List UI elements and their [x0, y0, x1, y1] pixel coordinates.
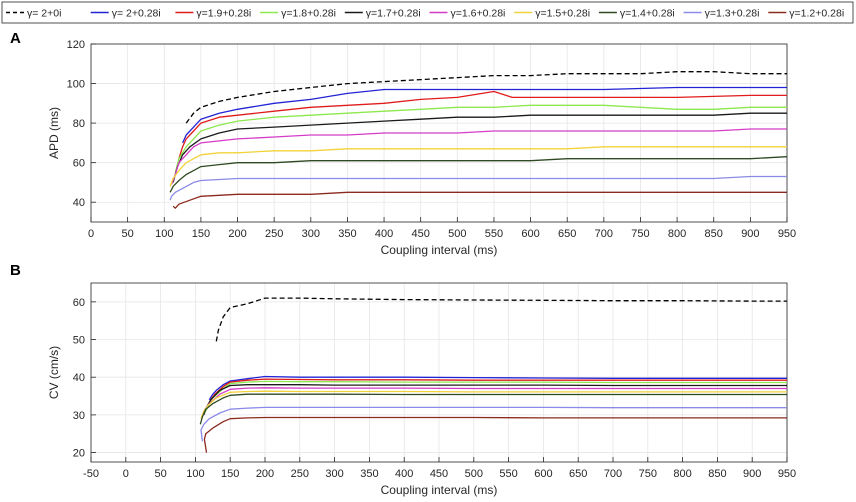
- panel-a-x-tick-label-6: 300: [302, 228, 320, 240]
- legend-label-3: γ=1.8+0.28i: [281, 7, 336, 19]
- panel-b-series-line-4: [203, 384, 787, 416]
- panel-b-x-tick-label-2: 50: [154, 468, 166, 480]
- panel-a-x-tick-label-17: 850: [705, 228, 723, 240]
- panel-a-x-tick-label-1: 50: [122, 228, 134, 240]
- panel-b-x-tick-label-20: 950: [778, 468, 796, 480]
- panel-b-x-tick-label-6: 250: [291, 468, 309, 480]
- panel-b-x-tick-label-17: 800: [673, 468, 691, 480]
- panel-a-x-tick-label-12: 600: [521, 228, 539, 240]
- panel-b-x-tick-label-18: 850: [708, 468, 726, 480]
- panel-a-x-tick-label-19: 950: [778, 228, 796, 240]
- panel-a-series-line-2: [178, 90, 787, 159]
- panel-a-series-line-9: [172, 191, 787, 209]
- legend-box: [1, 1, 854, 24]
- panel-b-x-tick-label-10: 450: [430, 468, 448, 480]
- legend-label-4: γ=1.7+0.28i: [366, 7, 421, 19]
- panel-b-x-tick-label-13: 600: [534, 468, 552, 480]
- panel-b-x-tick-label-9: 400: [395, 468, 413, 480]
- panel-b-series-line-7: [199, 393, 787, 425]
- panel-b-y-tick-label-4: 60: [73, 297, 85, 309]
- legend: γ= 2+0i γ= 2+0.28i γ=1.9+0.28i γ=1.8+0.28i γ…: [1, 1, 854, 24]
- panel-label-a: A: [10, 30, 21, 47]
- panel-a-series-line-3: [174, 104, 787, 173]
- panel-b-x-tick-label-15: 700: [604, 468, 622, 480]
- panel-b-x-tick-label-11: 500: [465, 468, 483, 480]
- panel-a-x-tick-label-13: 650: [558, 228, 576, 240]
- panel-b-y-tick-label-0: 20: [73, 448, 85, 460]
- panel-a-chart: 0 50 100 150 200 250 300 350 400 450 500 550 600 650 7…: [47, 39, 796, 257]
- panel-a-x-tick-label-3: 150: [192, 228, 210, 240]
- panel-a-y-tick-label-0: 40: [73, 197, 85, 209]
- panel-a-x-tick-label-7: 350: [338, 228, 356, 240]
- panel-a-x-tick-label-5: 250: [265, 228, 283, 240]
- panel-a-plot-frame: [90, 43, 788, 223]
- legend-label-2: γ=1.9+0.28i: [196, 7, 251, 19]
- legend-label-5: γ=1.6+0.28i: [451, 7, 506, 19]
- legend-label-8: γ=1.3+0.28i: [705, 7, 760, 19]
- panel-a-x-tick-label-15: 750: [631, 228, 649, 240]
- panel-a-x-tick-label-2: 100: [155, 228, 173, 240]
- panel-b-series-line-8: [200, 406, 787, 442]
- panel-b-x-tick-label-12: 550: [499, 468, 517, 480]
- panel-a-y-tick-label-1: 60: [73, 158, 85, 170]
- panel-a-series-line-1: [182, 86, 787, 144]
- panel-b-x-tick-label-4: 150: [221, 468, 239, 480]
- panel-a-x-tick-label-10: 500: [448, 228, 466, 240]
- panel-b-x-tick-label-8: 350: [360, 468, 378, 480]
- panel-b-y-tick-label-1: 30: [73, 410, 85, 422]
- panel-b-y-tick-label-2: 40: [73, 372, 85, 384]
- legend-label-7: γ=1.4+0.28i: [620, 7, 675, 19]
- panel-b-y-axis-label: CV (cm/s): [47, 346, 61, 399]
- legend-label-9: γ=1.2+0.28i: [789, 7, 844, 19]
- panel-a-y-tick-label-2: 80: [73, 118, 85, 130]
- panel-a-series-line-7: [169, 156, 788, 193]
- panel-a-x-tick-label-16: 800: [668, 228, 686, 240]
- panel-b-series-line-0: [215, 297, 787, 342]
- panel-a-series-line-8: [169, 175, 787, 201]
- panel-b-series-line-6: [200, 390, 787, 419]
- panel-a-x-tick-label-18: 900: [741, 228, 759, 240]
- panel-b-x-tick-label-1: 0: [123, 468, 129, 480]
- panel-a-x-tick-label-4: 200: [228, 228, 246, 240]
- legend-label-0: γ= 2+0i: [27, 7, 61, 19]
- panel-b-x-tick-label-16: 750: [639, 468, 657, 480]
- legend-label-1: γ= 2+0.28i: [112, 7, 161, 19]
- panel-b-series-line-9: [203, 416, 787, 453]
- panel-b-x-tick-label-19: 900: [743, 468, 761, 480]
- panel-a-x-tick-label-8: 400: [375, 228, 393, 240]
- panel-a-x-axis-label: Coupling interval (ms): [381, 243, 498, 257]
- panel-a-x-tick-label-9: 450: [412, 228, 430, 240]
- panel-b-series-line-3: [205, 380, 787, 412]
- panel-a-x-tick-label-14: 700: [595, 228, 613, 240]
- panel-a-x-tick-label-11: 550: [485, 228, 503, 240]
- panel-a-series-line-4: [172, 112, 787, 183]
- panel-b-x-tick-label-14: 650: [569, 468, 587, 480]
- panel-b-y-tick-label-3: 50: [73, 335, 85, 347]
- panel-label-b: B: [10, 262, 21, 279]
- panel-a-series-line-6: [169, 146, 787, 187]
- panel-b-x-axis-label: Coupling interval (ms): [381, 483, 498, 497]
- panel-b-x-tick-label-3: 100: [186, 468, 204, 480]
- panel-b-x-tick-label-0: -50: [83, 468, 99, 480]
- panel-a-y-axis-label: APD (ms): [47, 107, 61, 159]
- panel-b-x-tick-label-7: 300: [325, 468, 343, 480]
- panel-a-y-tick-label-3: 100: [67, 79, 85, 91]
- panel-b-chart: -50 0 50 100 150 200 250 300 350 400 450 500 550 600 6…: [47, 282, 796, 497]
- panel-a-y-tick-label-4: 120: [67, 39, 85, 51]
- panel-b-x-tick-label-5: 200: [256, 468, 274, 480]
- panel-a-series-line-5: [170, 128, 787, 185]
- panel-b-series-line-1: [208, 375, 787, 401]
- panel-a-x-tick-label-0: 0: [88, 228, 94, 240]
- panel-a-series-line-0: [185, 71, 787, 124]
- legend-label-6: γ=1.5+0.28i: [535, 7, 590, 19]
